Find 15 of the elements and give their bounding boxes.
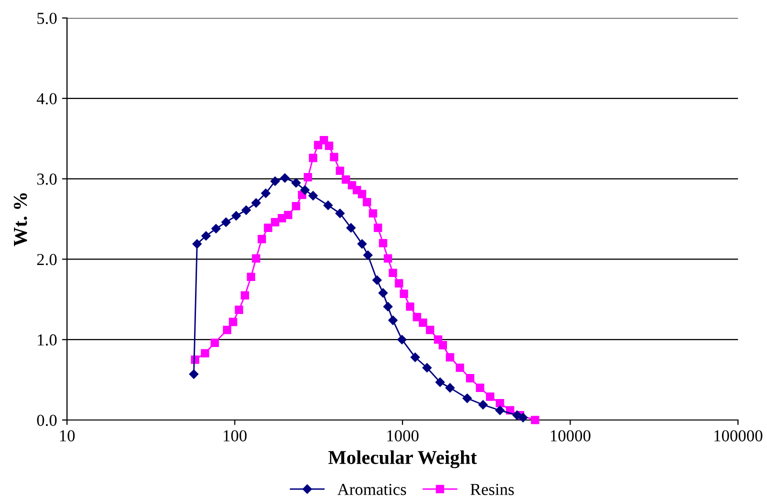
- x-tick-label: 100000: [714, 430, 762, 442]
- y-axis-title: Wt. %: [14, 193, 28, 246]
- y-tick-label: 4.0: [36, 93, 57, 104]
- y-tick-label: 5.0: [37, 12, 57, 24]
- x-tick-label: 100: [224, 430, 247, 442]
- x-tick-label: 1000: [387, 430, 419, 442]
- legend-label: Aromatics: [337, 484, 406, 496]
- x-tick-label: 10: [60, 430, 75, 442]
- y-tick-label: 0.0: [37, 414, 57, 426]
- y-tick-label: 1.0: [38, 334, 57, 346]
- x-tick-label: 10000: [550, 430, 590, 442]
- x-axis-title: Molecular Weight: [328, 450, 477, 468]
- y-tick-label: 2.0: [37, 254, 57, 266]
- legend-label: Resins: [470, 484, 514, 496]
- y-tick-label: 3.0: [37, 174, 57, 185]
